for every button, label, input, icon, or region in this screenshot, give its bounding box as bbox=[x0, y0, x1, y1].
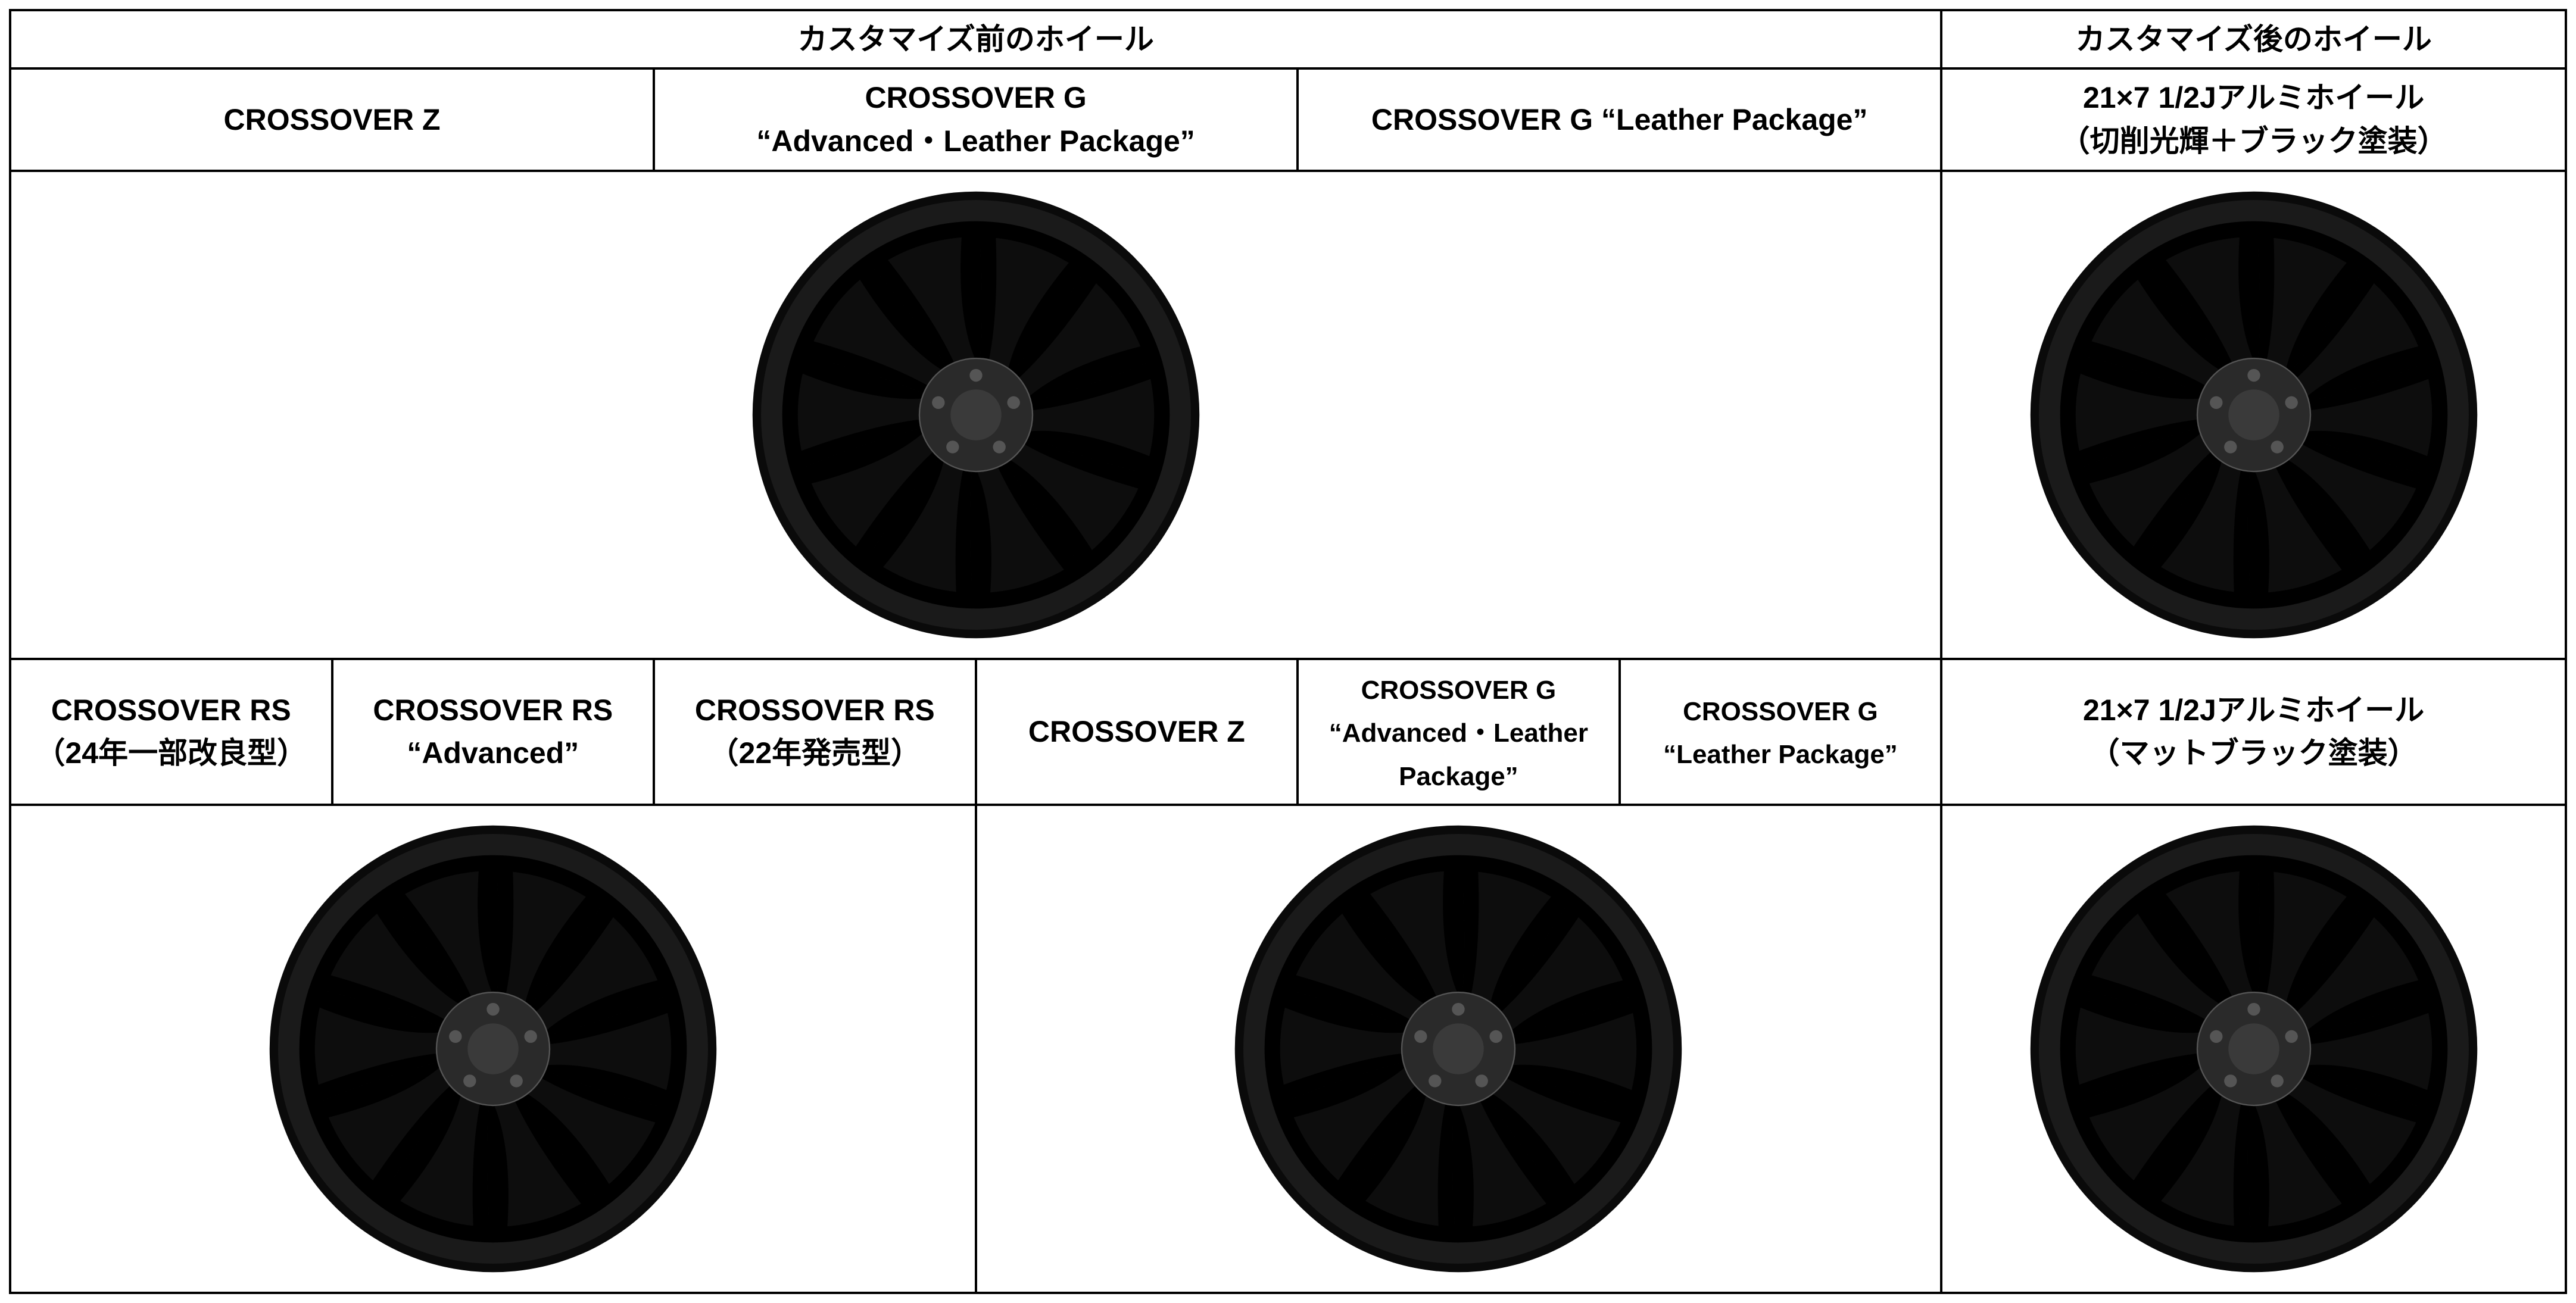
row1-grade-3: CROSSOVER G “Leather Package” bbox=[1298, 68, 1941, 171]
row2-after-image-cell bbox=[1941, 805, 2566, 1293]
row2-grade-2-line1: CROSSOVER RS bbox=[373, 693, 613, 727]
row2-grade-5-line2: “Advanced・Leather bbox=[1329, 718, 1588, 748]
row1-after-image-cell bbox=[1941, 171, 2566, 659]
row1-grade-2-line1: CROSSOVER G bbox=[865, 81, 1086, 114]
row2-before-right-image-cell bbox=[976, 805, 1942, 1293]
row2-after-line1: 21×7 1/2Jアルミホイール bbox=[2083, 693, 2424, 727]
header-row: カスタマイズ前のホイール カスタマイズ後のホイール bbox=[10, 10, 2566, 68]
wheel-image-bicolor bbox=[2028, 189, 2480, 641]
row2-grade-6-line1: CROSSOVER G bbox=[1683, 697, 1878, 726]
row1-after-label: 21×7 1/2Jアルミホイール （切削光輝＋ブラック塗装） bbox=[1941, 68, 2566, 171]
row1-grades: CROSSOVER Z CROSSOVER G “Advanced・Leathe… bbox=[10, 68, 2566, 171]
row1-after-line1: 21×7 1/2Jアルミホイール bbox=[2083, 81, 2424, 114]
row2-grade-1-line1: CROSSOVER RS bbox=[51, 693, 291, 727]
row1-grade-2-line2: “Advanced・Leather Package” bbox=[756, 124, 1195, 158]
row2-grade-6: CROSSOVER G “Leather Package” bbox=[1620, 659, 1942, 805]
row2-grade-5: CROSSOVER G “Advanced・Leather Package” bbox=[1298, 659, 1620, 805]
row2-grade-2-line2: “Advanced” bbox=[407, 736, 579, 770]
row1-before-image-cell bbox=[10, 171, 1941, 659]
row2-grades: CROSSOVER RS （24年一部改良型） CROSSOVER RS “Ad… bbox=[10, 659, 2566, 805]
row2-grade-3: CROSSOVER RS （22年発売型） bbox=[654, 659, 976, 805]
row2-images bbox=[10, 805, 2566, 1293]
wheel-image-bicolor bbox=[267, 823, 719, 1275]
row2-grade-3-line1: CROSSOVER RS bbox=[695, 693, 935, 727]
row2-after-line2: （マットブラック塗装） bbox=[2090, 736, 2418, 770]
row2-after-label: 21×7 1/2Jアルミホイール （マットブラック塗装） bbox=[1941, 659, 2566, 805]
wheel-comparison-table: カスタマイズ前のホイール カスタマイズ後のホイール CROSSOVER Z CR… bbox=[9, 9, 2567, 1294]
row1-after-line2: （切削光輝＋ブラック塗装） bbox=[2060, 124, 2447, 158]
header-after: カスタマイズ後のホイール bbox=[1941, 10, 2566, 68]
wheel-image-silver bbox=[1232, 823, 1685, 1275]
row1-images bbox=[10, 171, 2566, 659]
row2-grade-4: CROSSOVER Z bbox=[976, 659, 1298, 805]
row2-grade-1: CROSSOVER RS （24年一部改良型） bbox=[10, 659, 332, 805]
row1-grade-1: CROSSOVER Z bbox=[10, 68, 654, 171]
row1-grade-2: CROSSOVER G “Advanced・Leather Package” bbox=[654, 68, 1298, 171]
row2-before-left-image-cell bbox=[10, 805, 976, 1293]
page: カスタマイズ前のホイール カスタマイズ後のホイール CROSSOVER Z CR… bbox=[0, 0, 2576, 1303]
row2-grade-5-line3: Package” bbox=[1399, 762, 1518, 791]
row2-grade-6-line2: “Leather Package” bbox=[1663, 740, 1898, 769]
row2-grade-5-line1: CROSSOVER G bbox=[1361, 676, 1557, 705]
header-before: カスタマイズ前のホイール bbox=[10, 10, 1941, 68]
row2-grade-3-line2: （22年発売型） bbox=[709, 736, 921, 770]
row2-grade-2: CROSSOVER RS “Advanced” bbox=[332, 659, 654, 805]
wheel-image-silver bbox=[750, 189, 1202, 641]
wheel-image-matte bbox=[2028, 823, 2480, 1275]
row2-grade-1-line2: （24年一部改良型） bbox=[35, 736, 307, 770]
